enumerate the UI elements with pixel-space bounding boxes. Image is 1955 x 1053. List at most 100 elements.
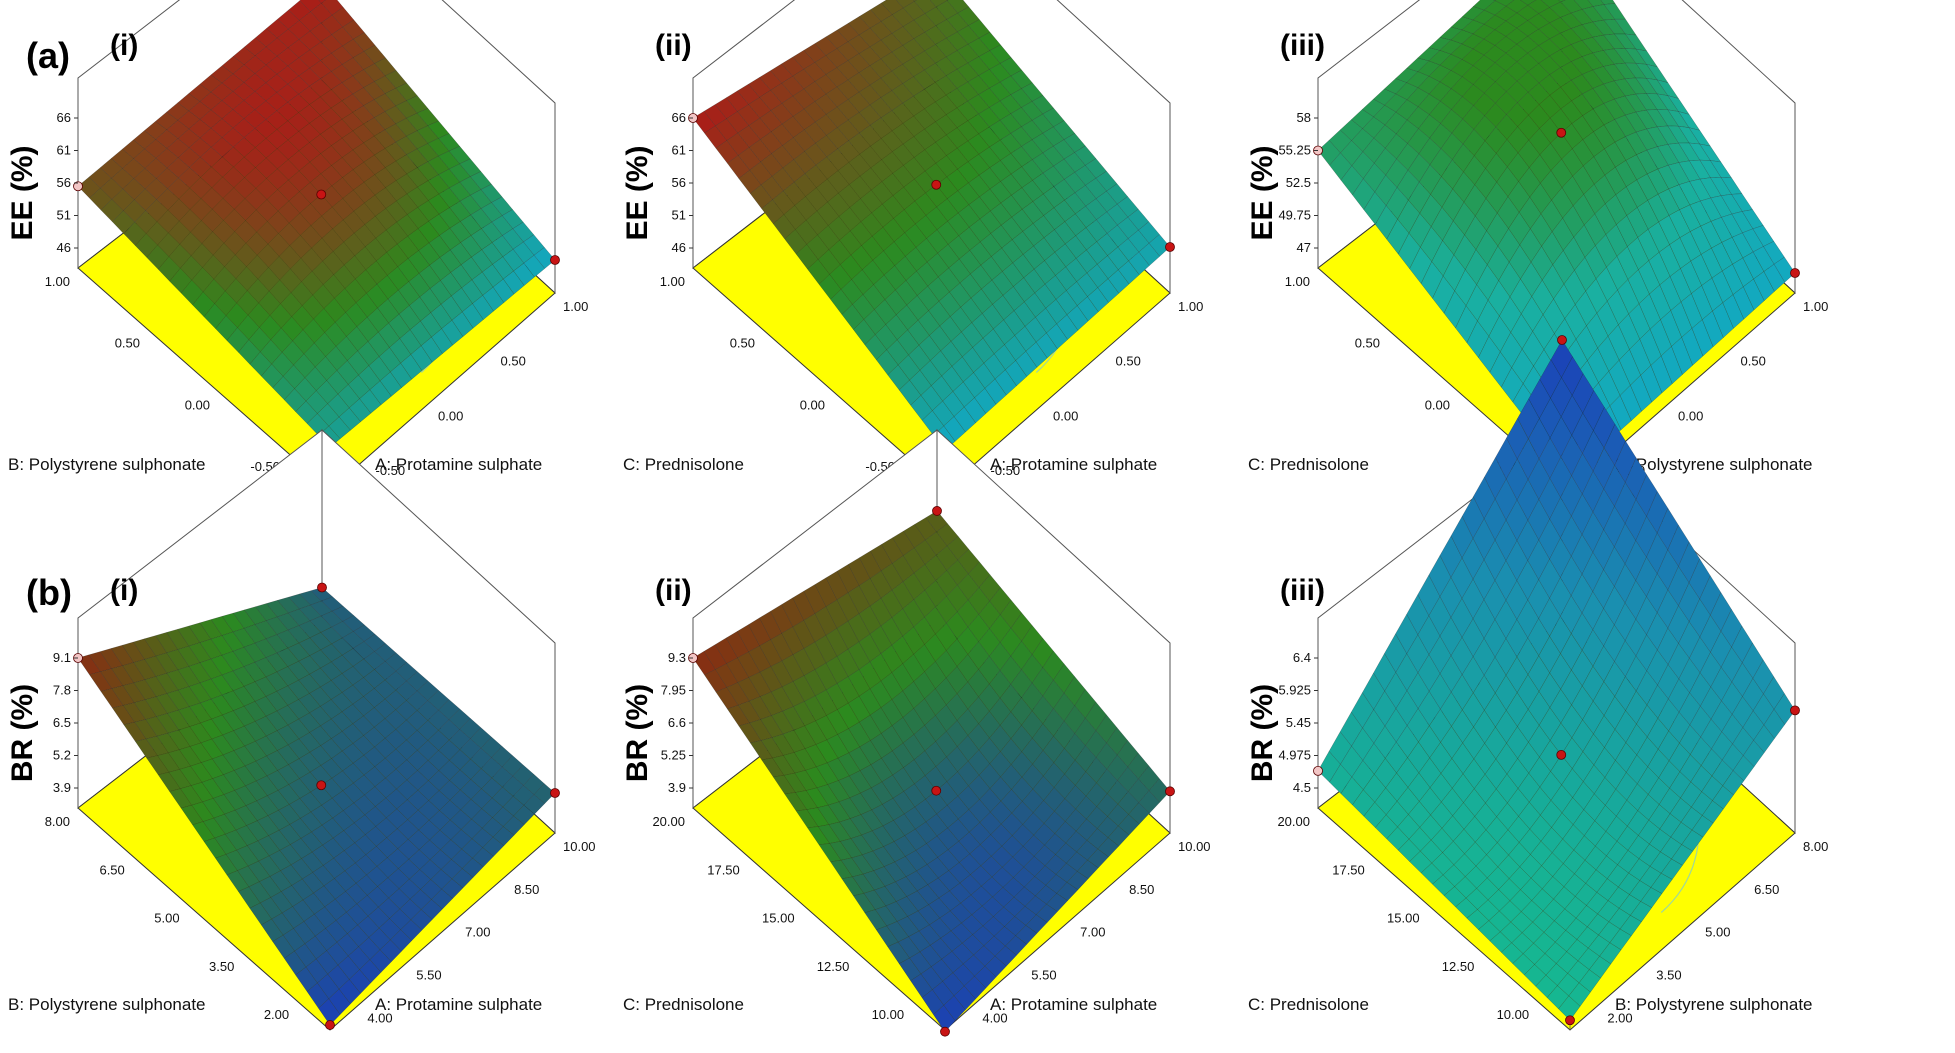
surface-mesh xyxy=(1317,0,1796,477)
design-point xyxy=(550,788,560,798)
surface-mesh xyxy=(1317,339,1796,1021)
z-tick-label: 61 xyxy=(57,143,71,158)
left-axis-title: C: Prednisolone xyxy=(1248,455,1369,474)
left-axis-tick-label: 20.00 xyxy=(652,814,685,829)
right-axis-title: A: Protamine sulphate xyxy=(375,995,542,1014)
surface-mesh xyxy=(77,0,556,448)
right-axis-tick-label: 4.00 xyxy=(982,1010,1007,1025)
mesh-cell xyxy=(1558,0,1566,3)
z-tick-label: 51 xyxy=(672,208,686,223)
z-tick-label: 3.9 xyxy=(668,780,686,795)
right-axis-tick-label: 0.50 xyxy=(501,354,526,369)
design-point xyxy=(931,785,942,796)
panel-label: (iii) xyxy=(1280,29,1325,62)
design-point xyxy=(1790,705,1800,716)
right-axis-title: B: Polystyrene sulphonate xyxy=(1615,995,1813,1014)
z-tick-label: 6.4 xyxy=(1293,650,1311,665)
z-axis-title: EE (%) xyxy=(621,145,654,240)
right-axis-tick-label: 0.00 xyxy=(1678,408,1703,423)
left-axis-title: B: Polystyrene sulphonate xyxy=(8,455,206,474)
z-tick-label: 7.8 xyxy=(53,683,71,698)
z-axis-title: BR (%) xyxy=(621,684,654,782)
left-axis-tick-label: 10.00 xyxy=(1497,1007,1530,1022)
left-axis-tick-label: 1.00 xyxy=(660,274,685,289)
right-axis-title: A: Protamine sulphate xyxy=(990,455,1157,474)
z-tick-label: 56 xyxy=(672,175,686,190)
z-tick-label: 4.5 xyxy=(1293,780,1311,795)
z-axis-title: EE (%) xyxy=(1246,145,1279,240)
right-axis-tick-label: 1.00 xyxy=(563,299,588,314)
design-point xyxy=(1313,765,1323,776)
z-tick-label: 6.6 xyxy=(668,715,686,730)
left-axis-tick-label: 17.50 xyxy=(707,862,740,877)
right-axis-tick-label: 1.00 xyxy=(1803,299,1828,314)
z-tick-label: 4.975 xyxy=(1278,748,1311,763)
left-axis-tick-label: 6.50 xyxy=(99,862,124,877)
left-axis-tick-label: 5.00 xyxy=(154,911,179,926)
right-axis-tick-label: 0.50 xyxy=(1116,354,1141,369)
right-axis-title: B: Polystyrene sulphonate xyxy=(1615,455,1813,474)
design-point xyxy=(316,780,327,791)
left-axis-tick-label: 15.00 xyxy=(1387,911,1420,926)
surface-chart-1: 66 61 56 51 46 EE (%) 1.00 0.50 0.00 -0.50 1.00 0.5… xyxy=(6,0,588,491)
left-axis-tick-label: 10.00 xyxy=(872,1007,905,1022)
left-axis-title: C: Prednisolone xyxy=(623,995,744,1014)
z-tick-label: 3.9 xyxy=(53,780,71,795)
surface-mesh xyxy=(692,0,1171,451)
left-axis-tick-label: 1.00 xyxy=(45,274,70,289)
surface-chart-5: 9.3 7.95 6.6 5.25 3.9 BR (%) 20.00 17.50 15.00 12… xyxy=(621,428,1211,1037)
z-tick-label: 6.5 xyxy=(53,715,71,730)
z-tick-label: 51 xyxy=(57,208,71,223)
z-tick-label: 9.1 xyxy=(53,650,71,665)
design-point xyxy=(1165,242,1175,252)
left-axis-tick-label: 0.00 xyxy=(1425,397,1450,412)
right-axis-tick-label: -0.50 xyxy=(376,463,406,478)
right-axis-title: A: Protamine sulphate xyxy=(990,995,1157,1014)
right-axis-tick-label: 8.00 xyxy=(1803,839,1828,854)
z-axis-title: EE (%) xyxy=(6,145,39,240)
panel-label: (iii) xyxy=(1280,574,1325,607)
z-tick-label: 5.2 xyxy=(53,748,71,763)
right-axis-tick-label: 7.00 xyxy=(465,925,490,940)
design-point xyxy=(940,1026,950,1037)
right-axis-tick-label: 5.00 xyxy=(1705,925,1730,940)
z-tick-label: 66 xyxy=(672,110,686,125)
z-tick-label: 5.25 xyxy=(661,748,686,763)
z-tick-label: 56 xyxy=(57,175,71,190)
right-axis-tick-label: 2.00 xyxy=(1607,1010,1632,1025)
design-point xyxy=(1165,786,1175,797)
mesh-cell xyxy=(1494,0,1515,7)
right-axis-tick-label: 0.00 xyxy=(1053,408,1078,423)
right-axis-title: A: Protamine sulphate xyxy=(375,455,542,474)
design-point xyxy=(1565,1015,1575,1026)
z-tick-label: 47 xyxy=(1297,240,1311,255)
row-label-b: (b) xyxy=(26,572,72,613)
panel-label: (i) xyxy=(110,29,138,62)
left-axis-tick-label: 1.00 xyxy=(1285,274,1310,289)
row-label-a: (a) xyxy=(26,35,70,76)
z-tick-label: 61 xyxy=(672,143,686,158)
design-point xyxy=(316,189,327,200)
mesh-cell xyxy=(1520,0,1537,6)
z-tick-label: 7.95 xyxy=(661,683,686,698)
right-axis-tick-label: 7.00 xyxy=(1080,925,1105,940)
surface-mesh xyxy=(692,510,1171,1032)
design-point xyxy=(932,506,942,516)
left-axis-tick-label: 8.00 xyxy=(45,814,70,829)
left-axis-tick-label: 12.50 xyxy=(817,959,850,974)
right-axis-tick-label: 0.00 xyxy=(438,408,463,423)
z-tick-label: 55.25 xyxy=(1278,143,1311,158)
design-point xyxy=(317,582,327,593)
z-tick-label: 5.45 xyxy=(1286,715,1311,730)
design-point xyxy=(1790,268,1800,278)
right-axis-tick-label: 4.00 xyxy=(367,1010,392,1025)
left-axis-tick-label: 20.00 xyxy=(1277,814,1310,829)
right-axis-tick-label: 1.00 xyxy=(1178,299,1203,314)
z-tick-label: 9.3 xyxy=(668,650,686,665)
left-axis-tick-label: 0.00 xyxy=(185,397,210,412)
panel-label: (ii) xyxy=(655,574,692,607)
left-axis-tick-label: 0.50 xyxy=(730,336,755,351)
left-axis-tick-label: 0.50 xyxy=(1355,336,1380,351)
design-point xyxy=(73,181,83,192)
